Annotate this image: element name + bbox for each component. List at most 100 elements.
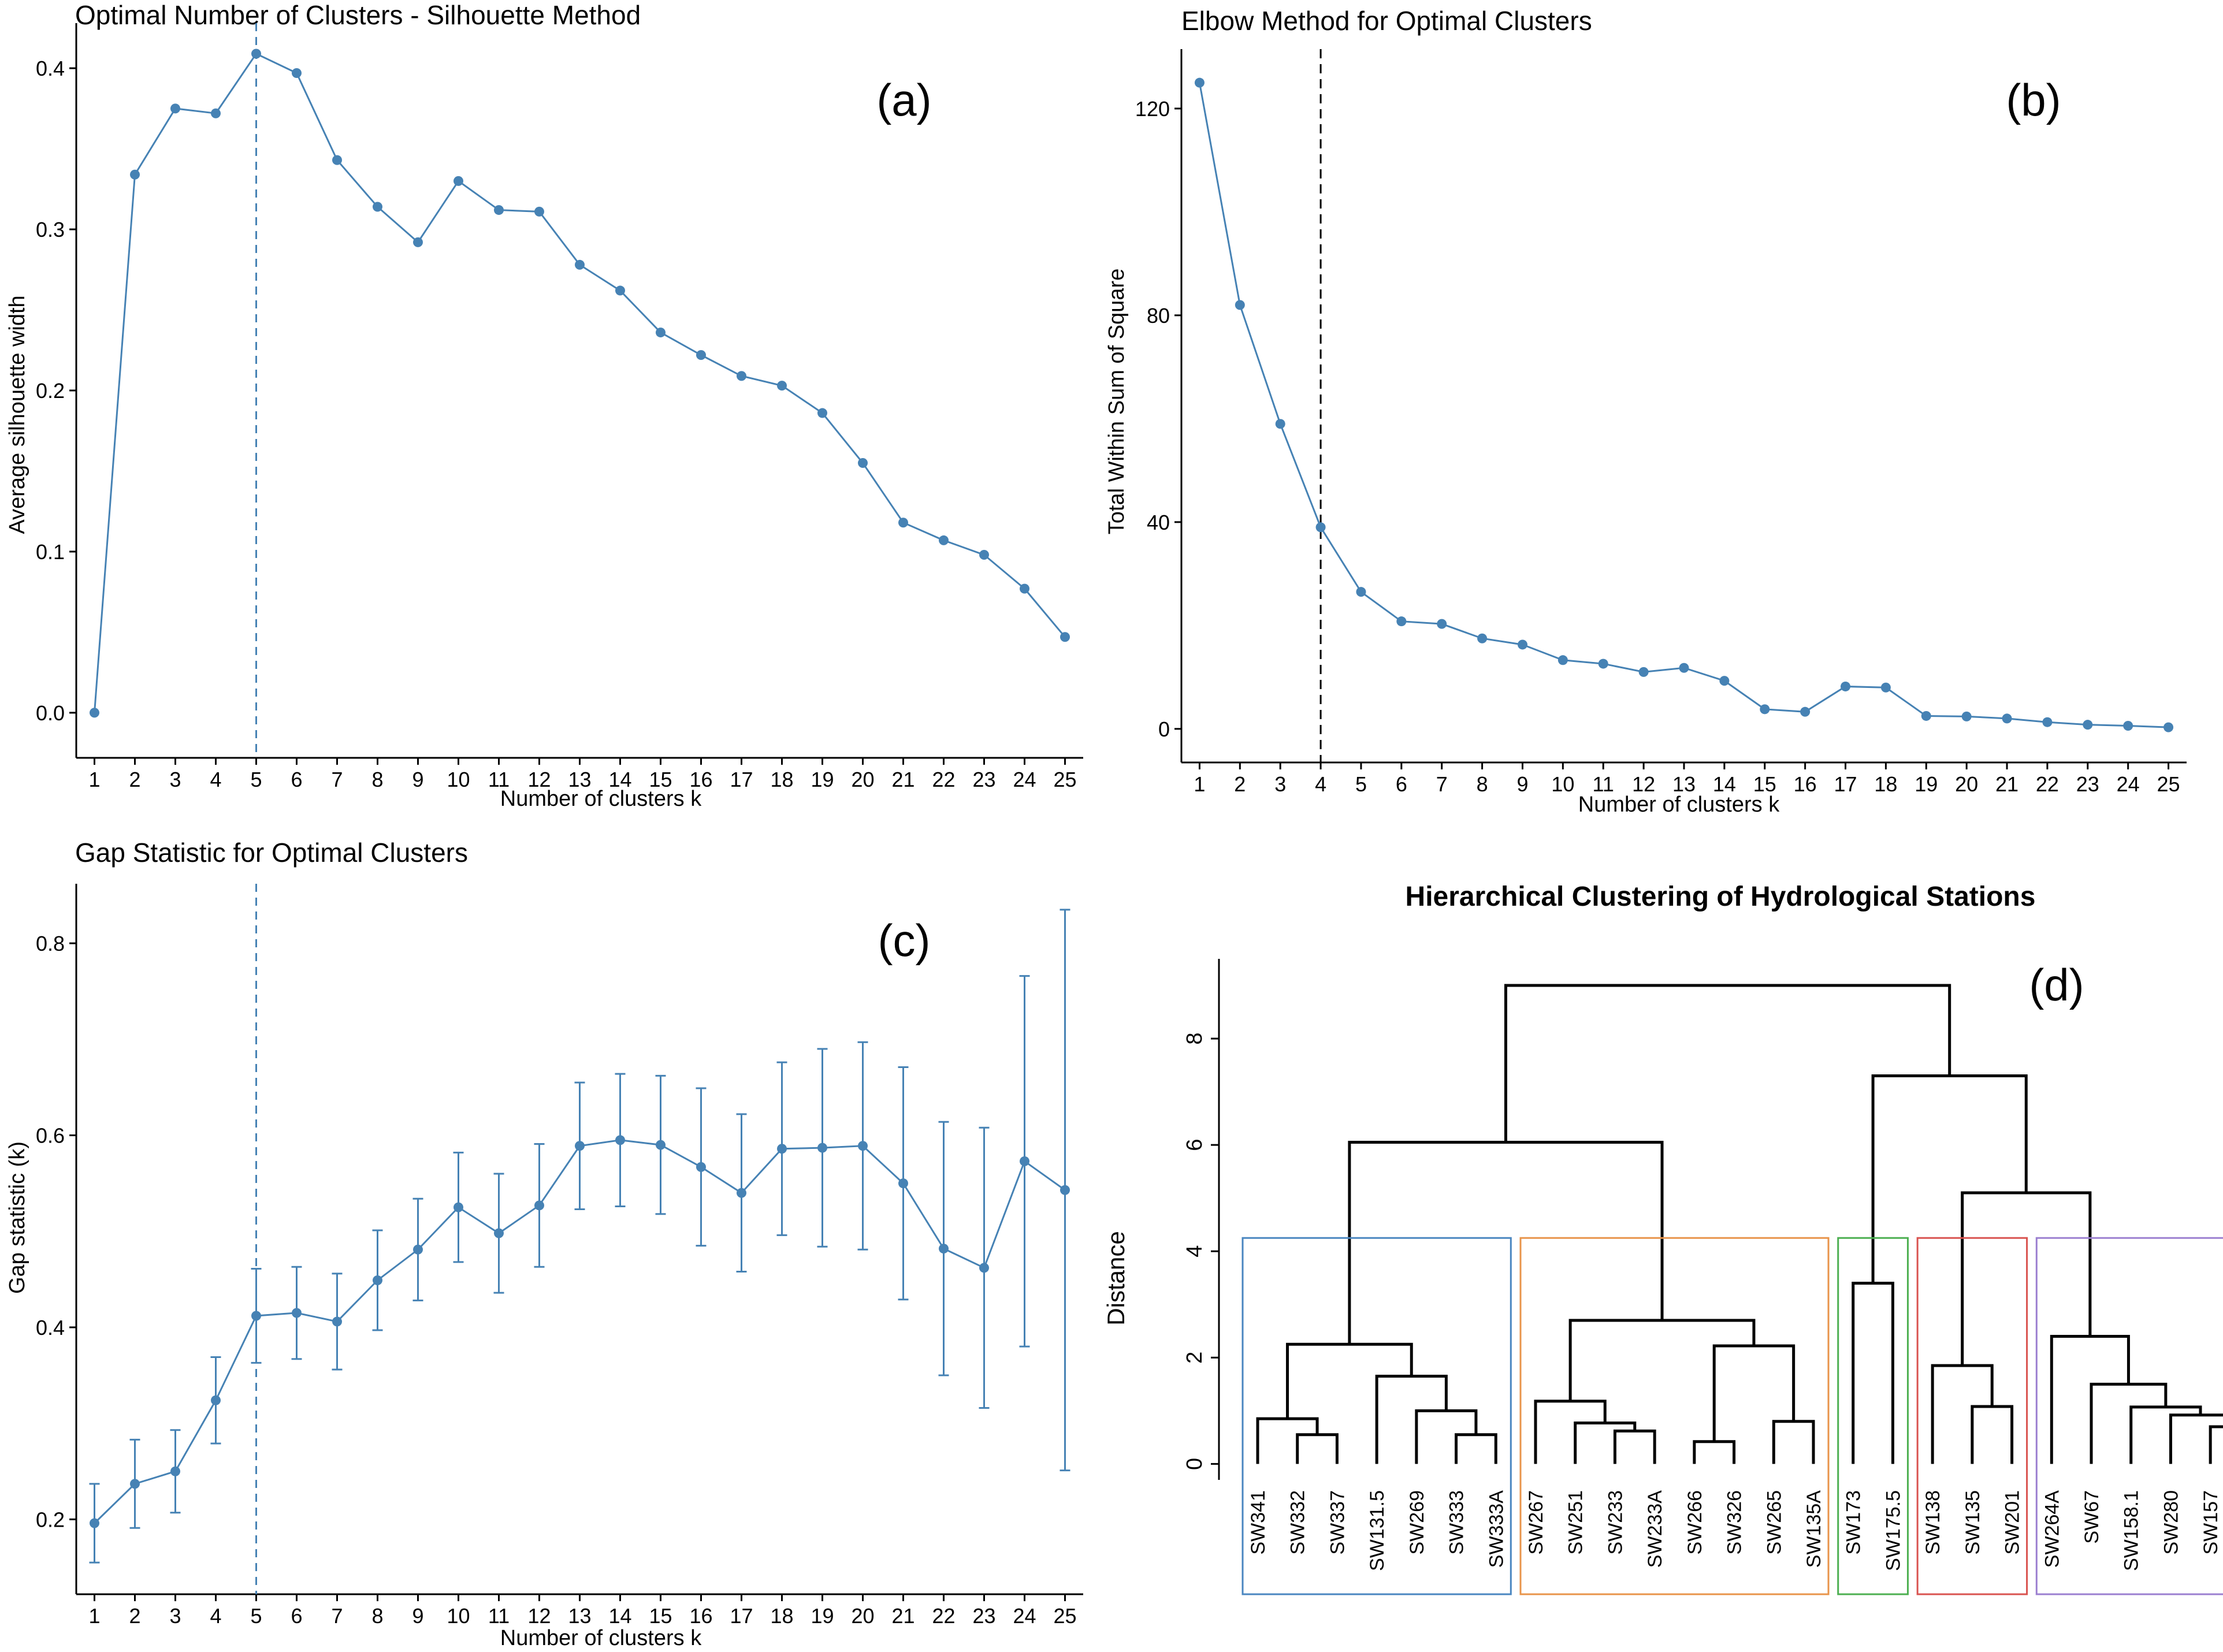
y-tick-label: 0.8: [36, 932, 65, 955]
y-tick-label: 0.2: [36, 379, 65, 403]
x-tick-label: 20: [851, 768, 874, 791]
data-point: [2083, 720, 2093, 730]
leaf-label: SW157: [2200, 1490, 2222, 1555]
data-point: [1275, 419, 1285, 429]
data-point: [1356, 587, 1366, 597]
data-point: [858, 458, 868, 468]
data-point: [615, 1135, 625, 1145]
dendrogram-branch: [1693, 1440, 1736, 1464]
x-tick-label: 24: [1013, 768, 1036, 791]
x-tick-label: 1: [88, 768, 100, 791]
data-point: [170, 1466, 180, 1476]
x-tick-label: 24: [1013, 1604, 1036, 1628]
x-tick-label: 20: [851, 1604, 874, 1628]
x-axis-label: Number of clusters k: [1578, 792, 1780, 817]
data-point: [1235, 300, 1245, 310]
series-line: [1198, 82, 2169, 728]
data-point: [2002, 713, 2012, 724]
x-tick-label: 14: [1713, 772, 1736, 796]
dendrogram-branch: [1296, 1433, 1339, 1464]
leaf-label: SW201: [2002, 1490, 2024, 1555]
data-point: [1020, 1156, 1029, 1166]
data-point: [939, 535, 949, 545]
data-point: [1194, 77, 1205, 88]
x-tick-label: 19: [811, 768, 834, 791]
dendrogram-branch: [1534, 1400, 1607, 1464]
x-tick-label: 4: [210, 1604, 221, 1628]
x-tick-label: 1: [1194, 772, 1205, 796]
elbow-panel: Elbow Method for Optimal Clusters (b) To…: [1105, 6, 2187, 817]
x-tick-label: 18: [770, 1604, 793, 1628]
data-point: [1060, 632, 1070, 642]
data-point: [858, 1141, 868, 1151]
y-tick-label: 8: [1183, 1032, 1207, 1044]
x-tick-label: 20: [1955, 772, 1978, 796]
chart-title: Hierarchical Clustering of Hydrological …: [1406, 881, 2036, 912]
data-point: [1437, 619, 1447, 629]
cluster-box: [1916, 1237, 2028, 1595]
data-point: [251, 49, 261, 59]
dendrogram-branch: [1256, 1417, 1319, 1464]
cluster-box: [2035, 1237, 2223, 1595]
x-tick-label: 13: [568, 1604, 591, 1628]
x-tick-label: 13: [1672, 772, 1696, 796]
x-tick-label: 9: [412, 768, 423, 791]
y-tick-label: 0.1: [36, 540, 65, 564]
data-point: [1638, 667, 1649, 677]
x-tick-label: 18: [770, 768, 793, 791]
data-point: [2123, 720, 2133, 731]
dendrogram-branch: [2050, 1334, 2130, 1464]
data-point: [1679, 663, 1689, 673]
cluster-box: [1837, 1237, 1909, 1595]
data-point: [737, 1188, 746, 1198]
leaf-label: SW264A: [2041, 1490, 2063, 1568]
data-point: [534, 1200, 544, 1211]
data-point: [1800, 706, 1811, 717]
x-tick-label: 21: [891, 768, 915, 791]
x-tick-label: 23: [2076, 772, 2099, 796]
x-tick-label: 5: [250, 768, 262, 791]
data-point: [494, 205, 504, 215]
dendrogram-branch: [1286, 1342, 1413, 1419]
leaf-label: SW233: [1604, 1490, 1626, 1555]
x-tick-label: 25: [2157, 772, 2180, 796]
x-tick-label: 22: [932, 768, 955, 791]
chart-title: Elbow Method for Optimal Clusters: [1181, 6, 1592, 36]
x-tick-label: 6: [1396, 772, 1407, 796]
x-tick-label: 23: [972, 768, 995, 791]
leaf-label: SW267: [1525, 1490, 1547, 1555]
x-axis-label: Number of clusters k: [500, 1626, 702, 1650]
leaf-label: SW332: [1287, 1490, 1309, 1555]
y-tick-label: 0: [1183, 1458, 1207, 1470]
x-tick-label: 17: [1834, 772, 1857, 796]
x-tick-label: 9: [412, 1604, 423, 1628]
data-point: [2163, 722, 2174, 732]
x-tick-label: 23: [972, 1604, 995, 1628]
data-point: [211, 108, 221, 118]
data-point: [211, 1395, 221, 1405]
chart-title: Gap Statistic for Optimal Clusters: [75, 838, 468, 868]
y-tick-label: 80: [1147, 304, 1170, 328]
x-tick-label: 14: [608, 768, 631, 791]
data-point: [453, 176, 463, 186]
leaf-label: SW138: [1922, 1490, 1944, 1555]
x-tick-label: 8: [1477, 772, 1488, 796]
x-tick-label: 4: [1315, 772, 1326, 796]
dendrogram-panel: Hierarchical Clustering of Hydrological …: [1102, 881, 2223, 1595]
y-axis-label: Average silhouette width: [5, 295, 29, 534]
leaf-label: SW135A: [1803, 1490, 1825, 1568]
x-tick-label: 11: [1593, 772, 1614, 796]
y-tick-label: 0: [1158, 717, 1170, 741]
data-point: [90, 708, 99, 718]
x-tick-label: 22: [2036, 772, 2059, 796]
y-tick-label: 0.4: [36, 1316, 65, 1340]
data-point: [1760, 704, 1770, 715]
leaf-label: SW251: [1565, 1490, 1587, 1555]
x-tick-label: 6: [291, 1604, 302, 1628]
y-axis-label: Total Within Sum of Square: [1105, 269, 1129, 534]
dendrogram-branch: [1504, 984, 1951, 1143]
leaf-label: SW326: [1724, 1490, 1746, 1555]
data-point: [777, 381, 787, 391]
data-point: [777, 1144, 787, 1154]
cluster-box: [1241, 1237, 1512, 1595]
